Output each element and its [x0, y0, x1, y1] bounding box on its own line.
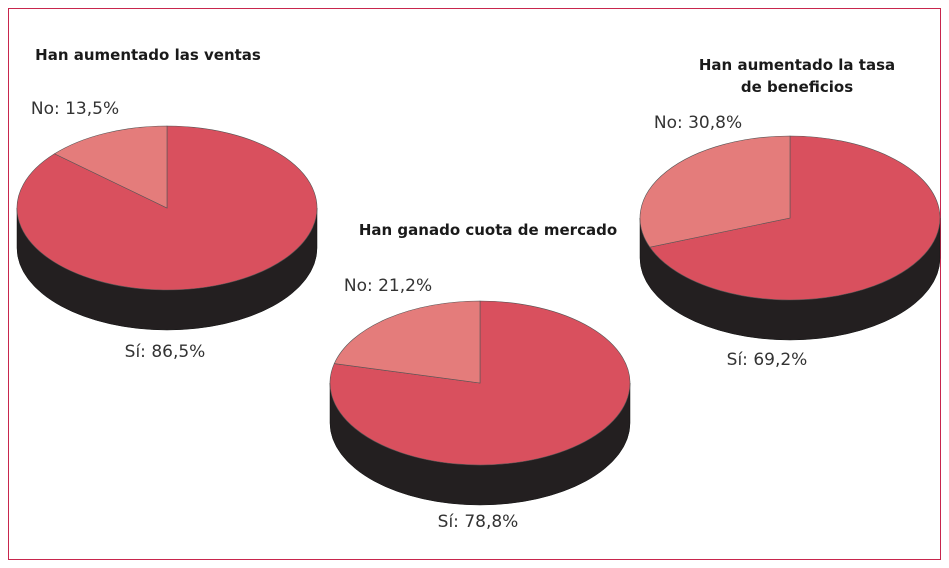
- slice-label: No: 30,8%: [653, 113, 743, 133]
- pie-slice: [333, 300, 481, 384]
- pie-title: Han aumentado la tasa de beneficios: [698, 56, 896, 96]
- pie-slice: [639, 135, 791, 248]
- pie-title: Han ganado cuota de mercado: [358, 221, 618, 239]
- slice-label: No: 13,5%: [30, 99, 120, 119]
- slice-label: Sí: 69,2%: [726, 350, 808, 370]
- pie-slice: [53, 125, 168, 209]
- slice-label: Sí: 78,8%: [437, 512, 519, 532]
- slice-label: No: 21,2%: [343, 276, 433, 296]
- pie-title: Han aumentado las ventas: [35, 46, 261, 64]
- pie-slice: [649, 135, 941, 301]
- frame: [8, 8, 941, 560]
- slice-label: Sí: 86,5%: [124, 342, 206, 362]
